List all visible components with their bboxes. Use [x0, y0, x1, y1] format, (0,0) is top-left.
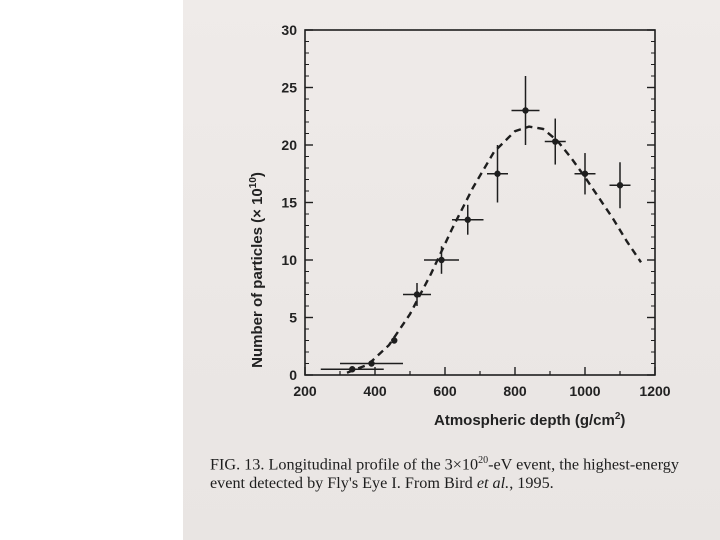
data-point [391, 337, 398, 344]
x-tick-label: 600 [433, 383, 457, 399]
data-point [552, 138, 559, 145]
figure-caption: FIG. 13. Longitudinal profile of the 3×1… [210, 451, 710, 493]
scanned-page [183, 0, 720, 540]
y-tick-label: 5 [289, 310, 297, 326]
y-tick-label: 25 [281, 80, 297, 96]
x-tick-label: 400 [363, 383, 387, 399]
caption-text: FIG. 13. Longitudinal profile of the 3×1… [210, 455, 479, 474]
y-tick-label: 30 [281, 22, 297, 38]
data-point [494, 170, 501, 177]
x-tick-label: 800 [503, 383, 527, 399]
y-tick-label: 15 [281, 195, 297, 211]
data-point [522, 107, 529, 114]
y-axis-title: Number of particles (× 1010) [248, 172, 266, 368]
y-tick-label: 20 [281, 137, 297, 153]
data-point [464, 216, 471, 223]
data-point [413, 291, 421, 298]
x-tick-label: 1000 [569, 383, 600, 399]
x-tick-label: 200 [293, 383, 317, 399]
caption-italic: et al. [476, 474, 510, 493]
y-tick-label: 0 [289, 367, 297, 383]
caption-text-2: -eV event, the highest-energy event dete… [210, 455, 679, 493]
caption-superscript: 20 [478, 455, 489, 466]
caption-text-3: , 1995. [509, 474, 554, 493]
data-point [438, 256, 445, 264]
plot-area: 200 400 600 800 1000 1200 0 5 10 15 20 25 30 [281, 22, 670, 399]
data-point [368, 360, 375, 367]
data-point [349, 366, 356, 373]
data-point [581, 170, 589, 177]
x-axis-title: Atmospheric depth (g/cm2) [434, 411, 625, 429]
fit-curve [346, 125, 642, 374]
y-tick-label: 10 [281, 252, 297, 268]
data-point [616, 182, 624, 189]
x-tick-label: 1200 [639, 383, 670, 399]
